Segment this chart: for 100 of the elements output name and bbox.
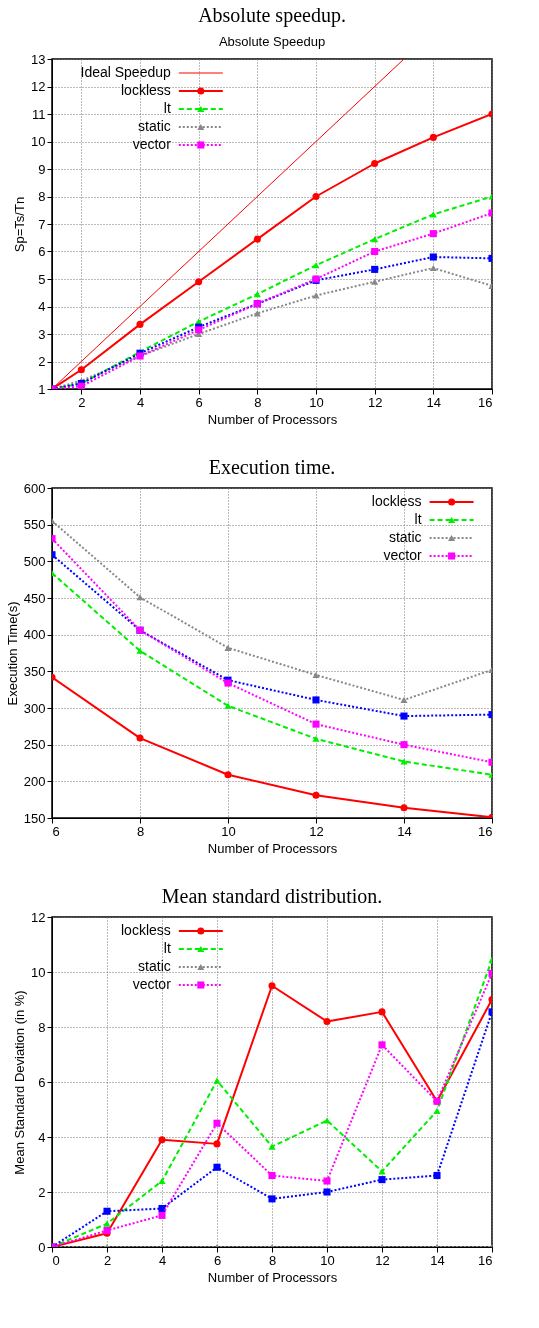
point	[433, 1171, 441, 1180]
point	[136, 320, 144, 328]
point	[429, 253, 437, 261]
point	[371, 278, 379, 285]
x-tick-label: 4	[136, 394, 145, 410]
legend-label: static	[138, 118, 171, 134]
x-tick-label: 6	[195, 394, 203, 410]
point	[158, 1177, 166, 1185]
point	[400, 741, 408, 749]
chart-title: Execution time.	[208, 456, 336, 478]
point	[268, 982, 276, 990]
y-tick-label: 10	[31, 964, 46, 980]
point	[77, 366, 85, 374]
chart-title: Absolute speedup.	[198, 4, 346, 27]
y-tick-label: 9	[38, 161, 46, 177]
x-tick-label: 8	[254, 394, 262, 410]
point	[400, 758, 408, 765]
y-tick-label: 5	[38, 271, 46, 287]
y-tick-label: 6	[38, 1074, 46, 1090]
y-tick-label: 400	[23, 627, 46, 643]
x-tick-label: 12	[309, 823, 324, 839]
y-tick-label: 13	[31, 51, 46, 67]
x-tick-label: 10	[320, 1252, 335, 1268]
y-tick-label: 300	[23, 700, 46, 716]
x-axis-title: Number of Processors	[207, 840, 338, 856]
y-tick-label: 7	[38, 216, 46, 232]
point	[224, 644, 232, 651]
point	[268, 1143, 276, 1150]
point	[253, 235, 261, 243]
point	[312, 735, 320, 742]
point	[323, 1117, 331, 1124]
point	[312, 720, 320, 728]
point	[312, 791, 320, 799]
point	[268, 1171, 276, 1180]
y-tick-label: 0	[38, 1239, 46, 1255]
point	[323, 1177, 331, 1185]
point	[400, 696, 408, 703]
point	[371, 159, 379, 168]
y-tick-label: 4	[38, 299, 46, 314]
point	[400, 804, 408, 812]
point	[429, 230, 437, 238]
point	[323, 1017, 331, 1026]
x-tick-label: 0	[52, 1252, 60, 1268]
point	[312, 192, 320, 201]
x-axis-title: Number of Processors	[207, 411, 338, 427]
y-tick-label: 450	[23, 590, 46, 606]
legend-label: static	[388, 529, 422, 545]
x-tick-label: 2	[78, 394, 86, 410]
y-tick-label: 200	[23, 773, 46, 789]
x-tick-label: 10	[309, 394, 324, 410]
legend-label: lt	[163, 940, 171, 956]
point	[158, 1204, 166, 1213]
y-tick-label: 350	[23, 663, 46, 679]
y-tick-label: 12	[31, 909, 46, 925]
point	[213, 1140, 221, 1148]
legend-label: static	[138, 958, 171, 974]
y-tick-label: 10	[31, 134, 46, 149]
y-tick-label: 3	[38, 326, 46, 342]
y-axis-title: Mean Standard Deviation (in %)	[12, 990, 28, 1175]
y-tick-label: 2	[38, 1184, 46, 1200]
point	[253, 291, 261, 298]
legend-label: lockless	[121, 82, 171, 98]
point	[213, 1077, 221, 1084]
legend-label: lockless	[371, 493, 422, 509]
y-tick-label: 500	[23, 553, 46, 569]
x-tick-label: 12	[375, 1252, 390, 1268]
legend-label: vector	[132, 136, 172, 152]
point	[268, 1195, 276, 1203]
point	[195, 278, 203, 286]
point	[158, 1136, 166, 1144]
x-tick-label: 2	[103, 1252, 112, 1268]
legend-label: lt	[414, 511, 422, 527]
x-tick-label: 14	[426, 394, 442, 410]
legend-label: Ideal Speedup	[80, 64, 171, 80]
y-tick-label: 250	[23, 737, 46, 753]
x-tick-label: 14	[430, 1252, 445, 1268]
x-axis-title: Number of Processors	[207, 1269, 338, 1285]
legend-label: vector	[383, 547, 422, 563]
y-tick-label: 8	[38, 189, 46, 204]
point	[224, 771, 232, 779]
point	[429, 264, 437, 272]
y-axis-title: Execution Time(s)	[4, 601, 20, 706]
x-tick-label: 6	[213, 1252, 222, 1268]
point	[312, 292, 320, 299]
y-tick-label: 2	[38, 354, 46, 369]
point	[378, 1041, 386, 1049]
point	[158, 1211, 166, 1219]
point	[323, 1188, 331, 1196]
x-tick-label: 14	[397, 823, 412, 839]
point	[312, 671, 320, 679]
y-axis-title: Sp=Ts/Tn	[12, 196, 28, 253]
x-tick-label: 12	[367, 394, 383, 410]
point	[400, 712, 408, 720]
chart-subtitle: Absolute Speedup	[218, 34, 326, 49]
point	[224, 702, 232, 709]
y-tick-label: 12	[31, 79, 46, 94]
point	[371, 247, 379, 256]
point	[312, 696, 320, 704]
y-tick-label: 1	[38, 381, 46, 397]
y-tick-label: 11	[32, 106, 46, 122]
